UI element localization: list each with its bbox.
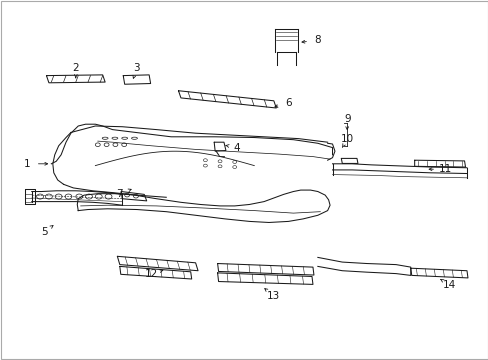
Text: 4: 4 — [233, 143, 240, 153]
Text: 8: 8 — [314, 35, 321, 45]
Text: 1: 1 — [23, 159, 30, 169]
Text: 10: 10 — [340, 134, 353, 144]
Text: 14: 14 — [442, 280, 456, 290]
Text: 6: 6 — [285, 98, 291, 108]
Text: 2: 2 — [72, 63, 79, 73]
Text: 12: 12 — [144, 269, 158, 279]
Text: 3: 3 — [133, 63, 140, 73]
Text: 11: 11 — [437, 164, 451, 174]
Text: 5: 5 — [41, 227, 47, 237]
Text: 9: 9 — [343, 114, 350, 124]
Text: 13: 13 — [266, 291, 280, 301]
Text: 7: 7 — [116, 189, 123, 199]
